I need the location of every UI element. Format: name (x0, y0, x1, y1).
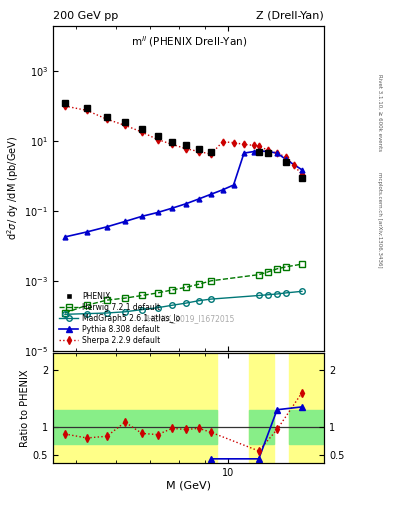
Text: 200 GeV pp: 200 GeV pp (53, 11, 118, 20)
Text: mcplots.cern.ch [arXiv:1306.3436]: mcplots.cern.ch [arXiv:1306.3436] (377, 173, 382, 268)
Bar (53, 353, 217, 463)
Text: m$^{ll}$ (PHENIX Drell-Yan): m$^{ll}$ (PHENIX Drell-Yan) (130, 34, 247, 49)
Text: Rivet 3.1.10, ≥ 600k events: Rivet 3.1.10, ≥ 600k events (377, 74, 382, 151)
X-axis label: M (GeV): M (GeV) (166, 481, 211, 491)
Y-axis label: Ratio to PHENIX: Ratio to PHENIX (20, 370, 30, 447)
Bar (249, 410, 274, 443)
Text: Z (Drell-Yan): Z (Drell-Yan) (257, 11, 324, 20)
Legend: PHENIX, Herwig 7.2.1 default, MadGraph5 2.6.1.atlas_lo, Pythia 8.308 default, Sh: PHENIX, Herwig 7.2.1 default, MadGraph5 … (57, 290, 183, 347)
Bar (53, 410, 217, 443)
Text: PHENIX_2019_I1672015: PHENIX_2019_I1672015 (143, 314, 234, 323)
Y-axis label: d$^2$$\sigma$/ dy /dM (pb/GeV): d$^2$$\sigma$/ dy /dM (pb/GeV) (6, 136, 22, 240)
Bar (289, 353, 324, 463)
Bar (289, 410, 324, 443)
Bar (249, 353, 274, 463)
